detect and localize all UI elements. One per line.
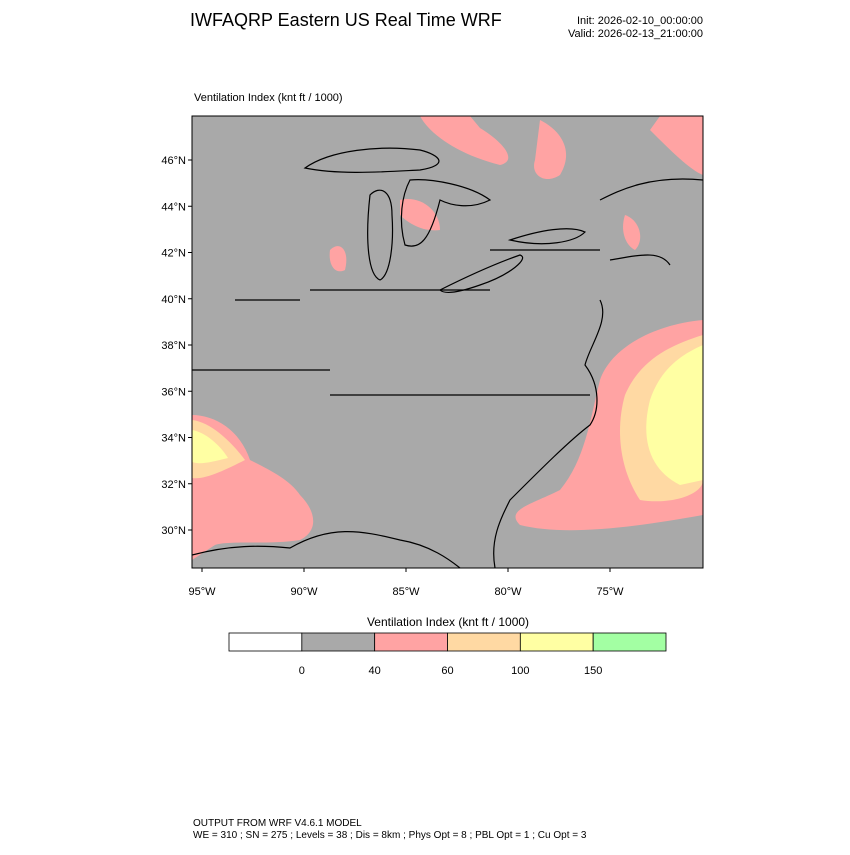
lat-label: 34°N [161,433,186,445]
footer-line: WE = 310 ; SN = 275 ; Levels = 38 ; Dis … [193,830,587,841]
colorbar-label: 100 [511,665,529,677]
colorbar-label: 150 [584,665,602,677]
lat-label: 44°N [161,201,186,213]
map-frame [191,115,704,569]
colorbar-label: 0 [299,665,305,677]
footer-line: OUTPUT FROM WRF V4.6.1 MODEL [193,818,362,829]
map-title: Ventilation Index (knt ft / 1000) [194,92,343,104]
valid-time: Valid: 2026-02-13_21:00:00 [568,28,703,40]
colorbar: 0 40 60 100 150 [228,632,667,677]
lat-label: 42°N [161,248,186,260]
lon-label: 80°W [494,586,522,598]
colorbar-box [519,632,594,652]
colorbar-label: 60 [441,665,453,677]
map [191,115,704,569]
lat-label: 46°N [161,155,186,167]
colorbar-box [374,632,448,652]
colorbar-box [301,632,376,652]
map-fields [192,116,703,560]
lat-label: 38°N [161,340,186,352]
lon-label: 85°W [392,586,420,598]
colorbar-box [592,632,667,652]
colorbar-box [447,632,521,652]
colorbar-box [228,632,303,652]
lat-label: 40°N [161,294,186,306]
lat-label: 36°N [161,386,186,398]
colorbar-title: Ventilation Index (knt ft / 1000) [367,615,529,629]
lat-label: 30°N [161,525,186,537]
init-time: Init: 2026-02-10_00:00:00 [577,15,703,27]
title: IWFAQRP Eastern US Real Time WRF [190,10,502,30]
lon-label: 90°W [290,586,318,598]
lat-label: 32°N [161,479,186,491]
colorbar-label: 40 [369,665,381,677]
lon-label: 95°W [188,586,216,598]
map-outlines [192,147,703,568]
lon-label: 75°W [596,586,624,598]
